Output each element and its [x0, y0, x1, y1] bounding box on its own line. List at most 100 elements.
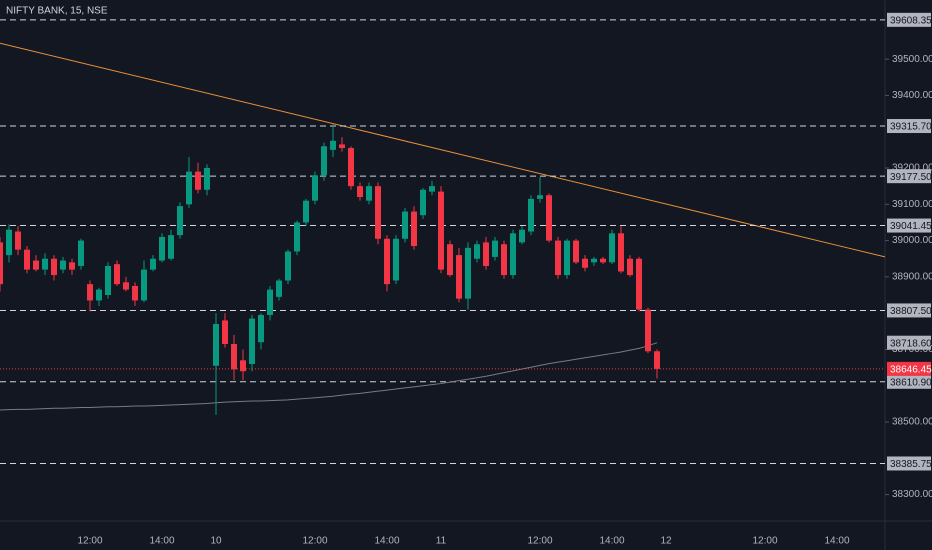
y-tick-label: 39000.00 [892, 235, 932, 246]
level-label-box [887, 218, 931, 233]
x-tick-label: 14:00 [149, 536, 174, 547]
candle-body [609, 233, 615, 263]
x-tick-label: 14:00 [599, 536, 624, 547]
candle-body [285, 251, 291, 281]
x-tick-label: 10 [210, 536, 222, 547]
level-label-box [887, 456, 931, 471]
level-label: 39608.35 [890, 15, 932, 26]
level-label-box [887, 303, 931, 318]
x-tick-label: 12:00 [302, 536, 327, 547]
candle-body [186, 171, 192, 205]
ma-label-box [887, 335, 931, 350]
level-label: 39177.50 [890, 172, 932, 183]
candle-body [60, 260, 66, 270]
level-label-box [887, 374, 931, 389]
candle-body [141, 269, 147, 301]
candle-body [123, 282, 129, 290]
candle-body [438, 191, 444, 270]
candle-body [15, 231, 21, 250]
candle-body [0, 242, 3, 285]
candle-body [492, 240, 498, 257]
candle-body [303, 200, 309, 223]
candle-body [132, 285, 138, 301]
candle-body [222, 320, 228, 345]
x-tick-label: 12 [660, 536, 672, 547]
candle-body [429, 186, 435, 192]
candle-body [159, 236, 165, 261]
level-label: 38807.50 [890, 306, 932, 317]
candle-body [384, 238, 390, 285]
y-tick-label: 39100.00 [892, 199, 932, 210]
candle-body [582, 258, 588, 268]
candle-body [501, 244, 507, 276]
level-label: 38610.90 [890, 377, 932, 388]
level-label: 39315.70 [890, 122, 932, 133]
candle-body [456, 255, 462, 299]
candle-body [357, 186, 363, 198]
candle-body [312, 175, 318, 201]
candle-body [168, 235, 174, 259]
candle-body [87, 284, 93, 301]
candle-body [465, 247, 471, 299]
x-tick-label: 14:00 [824, 536, 849, 547]
candle-body [330, 140, 336, 150]
candle-body [33, 260, 39, 270]
candle-body [420, 189, 426, 216]
last-price-box [887, 361, 931, 376]
candle-body [600, 258, 606, 263]
x-tick-label: 14:00 [374, 536, 399, 547]
y-tick-label: 39200.00 [892, 163, 932, 174]
candle-body [636, 258, 642, 310]
candle-body [69, 262, 75, 270]
x-tick-label: 12:00 [527, 536, 552, 547]
y-tick-label: 38500.00 [892, 417, 932, 428]
candle-body [555, 240, 561, 276]
candle-body [591, 258, 597, 263]
candle-body [564, 240, 570, 276]
y-tick-label: 39500.00 [892, 54, 932, 65]
y-tick-label: 39400.00 [892, 90, 932, 101]
candle-body [348, 148, 354, 187]
candle-body [618, 233, 624, 272]
candle-body [483, 242, 489, 266]
candle-body [276, 280, 282, 297]
level-label: 38385.75 [890, 459, 932, 470]
candle-body [96, 289, 102, 301]
candle-body [375, 186, 381, 239]
candle-body [393, 238, 399, 281]
candle-body [510, 233, 516, 276]
y-tick-label: 38300.00 [892, 489, 932, 500]
candle-body [573, 240, 579, 263]
candle-body [258, 314, 264, 343]
candle-body [447, 244, 453, 276]
level-label-box [887, 12, 931, 27]
candle-body [402, 211, 408, 239]
candle-body [321, 146, 327, 176]
candle-body [339, 144, 345, 149]
candle-body [105, 265, 111, 296]
candle-body [249, 318, 255, 364]
candle-body [213, 324, 219, 366]
candle-body [78, 240, 84, 266]
candle-body [177, 206, 183, 236]
candle-body [150, 258, 156, 270]
candle-body [537, 195, 543, 199]
candle-body [204, 168, 210, 190]
candle-body [6, 229, 12, 256]
candle-body [645, 309, 651, 352]
chart-title: NIFTY BANK, 15, NSE [6, 6, 108, 17]
candle-body [51, 258, 57, 276]
ma-label: 38718.60 [890, 338, 932, 349]
candle-body [519, 229, 525, 243]
candle-body [240, 360, 246, 372]
last-price-label: 38646.45 [890, 365, 932, 376]
level-label-box [887, 119, 931, 134]
candle-body [195, 171, 201, 190]
moving-average [0, 342, 658, 411]
x-tick-label: 11 [436, 536, 447, 547]
x-tick-label: 12:00 [77, 536, 102, 547]
candle-body [294, 222, 300, 252]
candle-body [528, 198, 534, 232]
